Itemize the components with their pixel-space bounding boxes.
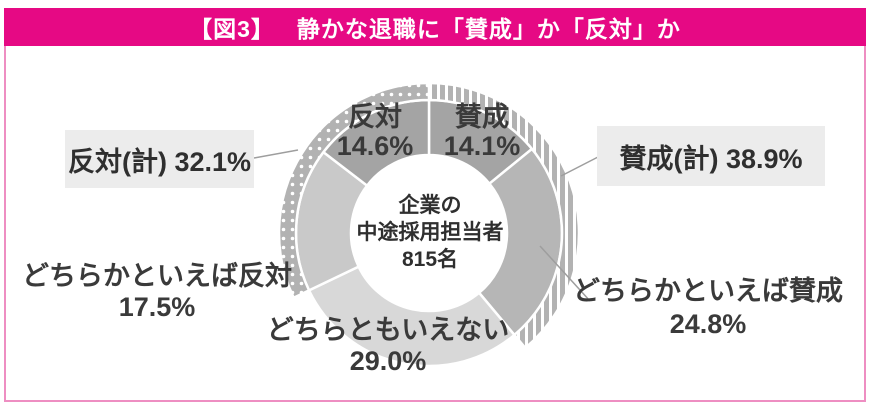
center-line2: 中途採用担当者 [356,221,504,244]
label-yaya-hantai: どちらかといえば反対 17.5% [22,261,292,323]
label-neutral-pct: 29.0% [349,346,427,376]
leader-lines [253,149,599,302]
donut-total-bands [277,81,581,350]
leader-line-2 [539,245,591,302]
total-box-hantai: 反対(計) 32.1% [65,130,254,188]
total-box-sansei: 賛成(計) 38.9% [597,126,825,186]
leader-line-1 [560,156,599,177]
label-yaya-sansei-pct: 24.8% [669,309,747,339]
figure-number: 【図3】 [189,16,275,42]
total-hantai-text: 反対(計) 32.1% [67,146,252,177]
label-hantai-name: 反対 [348,102,402,132]
label-yaya-sansei: どちらかといえば賛成 24.8% [573,275,843,341]
total-band-sansei [427,81,581,350]
donut-segments [294,98,564,368]
donut-center-label: 企業の 中途採用担当者 815名 [357,192,504,273]
label-hantai: 反対 14.6% [337,103,414,161]
leader-line-0 [253,149,299,159]
label-sansei: 賛成 14.1% [444,103,521,161]
label-neutral-name: どちらともいえない [266,315,510,345]
segment-2 [307,264,517,368]
label-hantai-pct: 14.6% [336,131,414,161]
label-yaya-hantai-name: どちらかといえば反対 [22,261,292,291]
total-band-hantai [277,81,431,300]
label-yaya-hantai-pct: 17.5% [118,292,196,322]
label-sansei-name: 賛成 [455,102,509,132]
center-line3: 815名 [401,248,459,271]
figure-title: 静かな退職に「賛成」か「反対」か [296,16,681,42]
total-sansei-text: 賛成(計) 38.9% [619,143,803,174]
label-sansei-pct: 14.1% [443,131,521,161]
label-yaya-sansei-name: どちらかといえば賛成 [573,276,843,306]
label-neutral: どちらともいえない 29.0% [267,315,509,377]
figure-header: 【図3】 静かな退職に「賛成」か「反対」か [4,8,866,46]
center-line1: 企業の [398,194,462,217]
